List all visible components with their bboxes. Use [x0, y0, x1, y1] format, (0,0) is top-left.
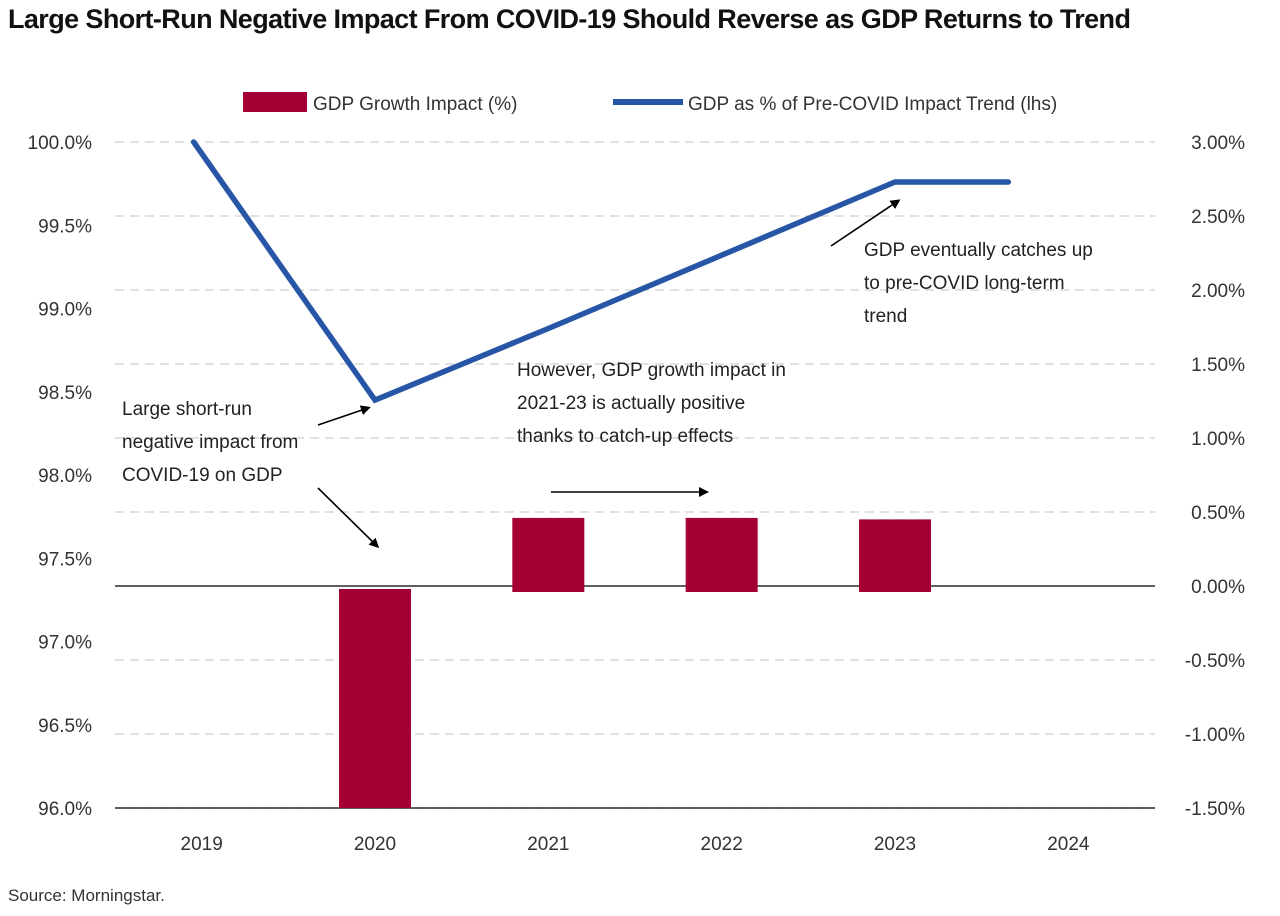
- right-tick-label: 1.00%: [1191, 429, 1245, 450]
- x-tick-label: 2020: [354, 834, 396, 855]
- legend-bar-swatch: [243, 92, 307, 112]
- right-tick-label: 3.00%: [1191, 133, 1245, 154]
- left-tick-label: 97.0%: [38, 633, 92, 654]
- right-axis: 3.00% 2.50% 2.00% 1.50% 1.00% 0.50% 0.00% -0.50…: [1185, 133, 1245, 820]
- left-axis: 100.0% 99.5% 99.0% 98.5% 98.0% 97.5% 97.0% 96.5…: [28, 133, 93, 820]
- bar-2022: [685, 517, 758, 592]
- arrow-to-dip: [317, 405, 371, 426]
- x-tick-label: 2023: [874, 834, 916, 855]
- left-tick-label: 99.5%: [38, 216, 92, 237]
- x-tick-label: 2019: [181, 834, 223, 855]
- right-tick-label: 0.00%: [1191, 577, 1245, 598]
- left-tick-label: 96.0%: [38, 799, 92, 820]
- left-tick-label: 98.0%: [38, 466, 92, 487]
- annotations: Large short-run negative impact from COVID…: [122, 199, 1093, 549]
- annotation-short-run-line: Large short-run: [122, 399, 252, 420]
- right-tick-label: 2.50%: [1191, 207, 1245, 228]
- bar-series: [339, 517, 931, 808]
- arrow-to-trend: [830, 199, 901, 247]
- x-tick-label: 2021: [527, 834, 569, 855]
- line-series: [190, 139, 1012, 404]
- legend-line-label: GDP as % of Pre-COVID Impact Trend (lhs): [688, 94, 1057, 115]
- x-tick-label: 2022: [701, 834, 743, 855]
- chart-title: Large Short-Run Negative Impact From COV…: [8, 4, 1131, 34]
- annotation-growth-positive-line: However, GDP growth impact in: [517, 360, 786, 381]
- arrow-to-bar-2020: [317, 487, 380, 549]
- bar-2021: [512, 517, 585, 592]
- right-tick-label: 2.00%: [1191, 281, 1245, 302]
- left-tick-label: 98.5%: [38, 383, 92, 404]
- annotation-growth-positive-line: thanks to catch-up effects: [517, 426, 733, 447]
- right-tick-label: -1.00%: [1185, 725, 1245, 746]
- bar-2023: [859, 519, 931, 592]
- right-tick-label: -0.50%: [1185, 651, 1245, 672]
- x-axis: 2019 2020 2021 2022 2023 2024: [181, 834, 1090, 855]
- annotation-short-run-line: COVID-19 on GDP: [122, 465, 283, 486]
- left-tick-label: 99.0%: [38, 300, 92, 321]
- annotation-catch-up-line: trend: [864, 306, 907, 327]
- annotation-short-run-line: negative impact from: [122, 432, 298, 453]
- grid-lines: [115, 141, 1155, 809]
- annotation-catch-up-line: GDP eventually catches up: [864, 240, 1093, 261]
- left-tick-label: 100.0%: [28, 133, 93, 154]
- legend: GDP Growth Impact (%) GDP as % of Pre-COV…: [243, 92, 1057, 115]
- bar-2020: [339, 589, 411, 808]
- right-tick-label: 1.50%: [1191, 355, 1245, 376]
- gdp-trend-line: [190, 139, 1012, 404]
- legend-bar-label: GDP Growth Impact (%): [313, 94, 517, 115]
- source-note: Source: Morningstar.: [8, 886, 165, 905]
- x-tick-label: 2024: [1047, 834, 1090, 855]
- left-tick-label: 97.5%: [38, 549, 92, 570]
- right-tick-label: -1.50%: [1185, 799, 1245, 820]
- right-tick-label: 0.50%: [1191, 503, 1245, 524]
- annotation-catch-up-line: to pre-COVID long-term: [864, 273, 1065, 294]
- annotation-growth-positive-line: 2021-23 is actually positive: [517, 393, 745, 414]
- left-tick-label: 96.5%: [38, 716, 92, 737]
